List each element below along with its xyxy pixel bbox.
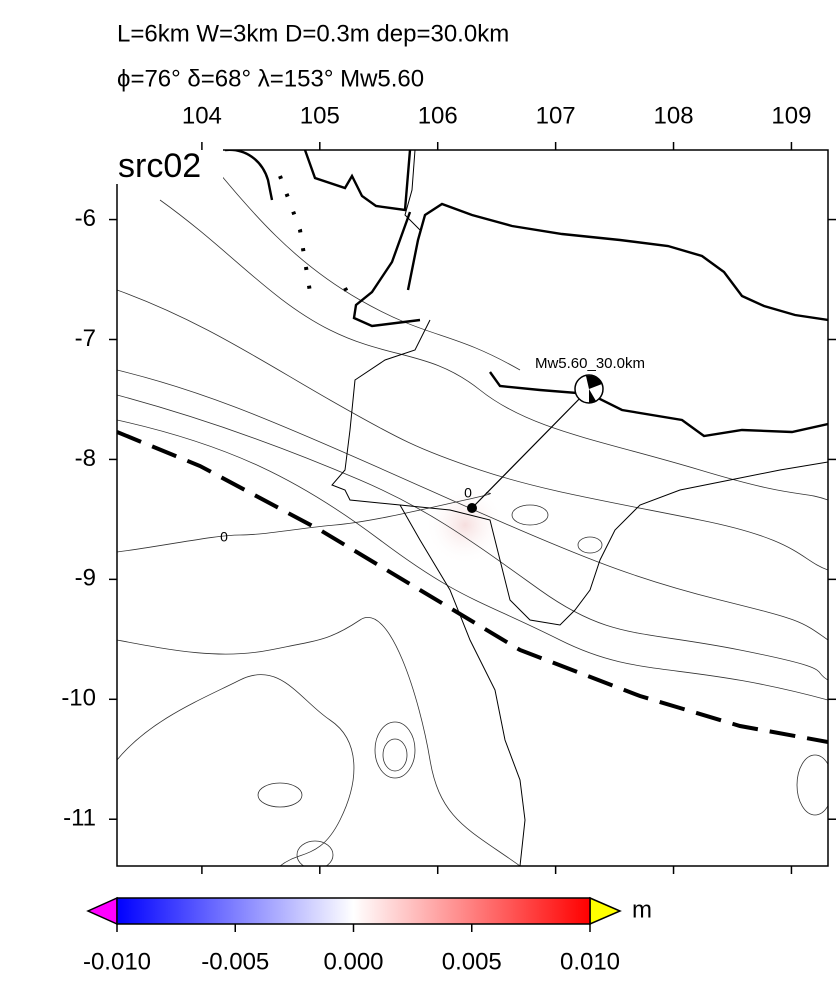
event-label: Mw5.60_30.0km (535, 355, 645, 372)
colorbar-tick-label: -0.010 (83, 948, 151, 975)
epicenter (467, 503, 477, 513)
contour (374, 721, 416, 779)
x-tick-label: 107 (536, 102, 576, 129)
contour-label: 0 (220, 529, 228, 545)
y-tick-label: -11 (63, 805, 96, 832)
beachball-sector (586, 375, 602, 403)
contour (117, 674, 355, 866)
boundary (278, 175, 352, 299)
x-tick-label: 105 (300, 102, 340, 129)
map-layers (117, 150, 828, 866)
colorbar-tick-label: 0.000 (323, 948, 383, 975)
connector (471, 388, 590, 509)
contour (117, 369, 828, 641)
contour (511, 504, 549, 526)
contour (796, 754, 828, 816)
contour (257, 782, 303, 808)
contour (199, 150, 521, 371)
contour (117, 617, 521, 866)
deformation (425, 485, 505, 565)
header-line2: ϕ=76° δ=68° λ=153° Mw5.60 (117, 65, 424, 92)
coastline (352, 202, 828, 328)
coastline (331, 150, 828, 866)
contour (117, 289, 828, 571)
colorbar-low (86, 896, 118, 926)
colorbar-tick-label: 0.010 (560, 948, 620, 975)
y-tick-label: -10 (61, 685, 96, 712)
colorbar-unit: m (632, 896, 652, 923)
trench (117, 430, 828, 744)
coastline (489, 371, 828, 438)
colorbar-tick-label: 0.005 (442, 948, 502, 975)
y-tick-label: -8 (75, 445, 96, 472)
label-box (113, 148, 223, 184)
x-tick-label: 109 (771, 102, 811, 129)
colorbar-high (589, 896, 622, 926)
map-label: src02 (118, 147, 201, 185)
contour (117, 419, 828, 701)
y-tick-label: -9 (75, 565, 96, 592)
coastline (225, 150, 412, 212)
contour (159, 199, 828, 501)
colorbar-tick-label: -0.005 (201, 948, 269, 975)
x-tick-label: 106 (418, 102, 458, 129)
contour (577, 536, 603, 554)
y-tick-label: -7 (75, 325, 96, 352)
contour-label: 0 (464, 485, 472, 501)
header-line1: L=6km W=3km D=0.3m dep=30.0km (117, 20, 509, 47)
colorbar (116, 897, 591, 925)
contour (296, 840, 334, 866)
contour (382, 738, 408, 772)
y-tick-label: -6 (75, 205, 96, 232)
contour (117, 394, 828, 681)
map-frame (116, 149, 829, 867)
x-tick-label: 108 (654, 102, 694, 129)
x-tick-label: 104 (182, 102, 222, 129)
